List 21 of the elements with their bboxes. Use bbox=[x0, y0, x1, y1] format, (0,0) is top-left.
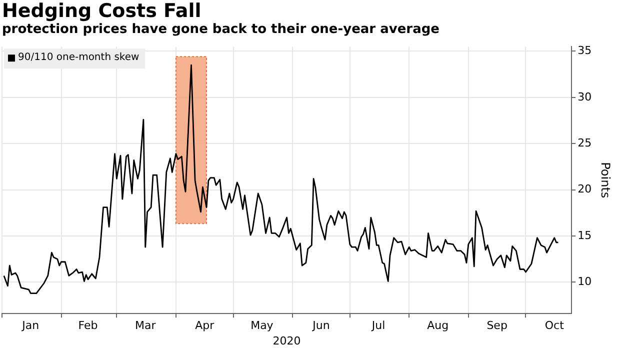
x-tick-label: Jan bbox=[21, 319, 40, 332]
x-tick-label: Feb bbox=[78, 319, 98, 332]
y-tick-label: 10 bbox=[578, 275, 592, 288]
y-tick-label: 25 bbox=[578, 136, 592, 150]
y-tick-label: 20 bbox=[578, 182, 592, 196]
y-tick-label: 15 bbox=[578, 228, 592, 242]
x-tick-label: Jul bbox=[370, 319, 386, 332]
x-axis-title: 2020 bbox=[272, 334, 301, 348]
chart-subtitle: protection prices have gone back to their one-year average bbox=[2, 22, 440, 38]
x-tick-label: Oct bbox=[544, 319, 565, 332]
legend-label: 90/110 one-month skew bbox=[18, 52, 140, 64]
x-tick-label: Aug bbox=[427, 319, 449, 332]
x-tick-label: Sep bbox=[486, 319, 508, 332]
y-tick-label: 35 bbox=[578, 44, 592, 58]
x-tick-label: Jun bbox=[312, 319, 330, 332]
y-axis-title: Points bbox=[598, 162, 613, 198]
x-tick-label: Apr bbox=[195, 319, 215, 332]
x-tick-label: Mar bbox=[134, 319, 156, 332]
x-tick-label: May bbox=[250, 319, 274, 332]
y-tick-label: 30 bbox=[578, 90, 592, 104]
chart-title: Hedging Costs Fall bbox=[2, 0, 202, 22]
